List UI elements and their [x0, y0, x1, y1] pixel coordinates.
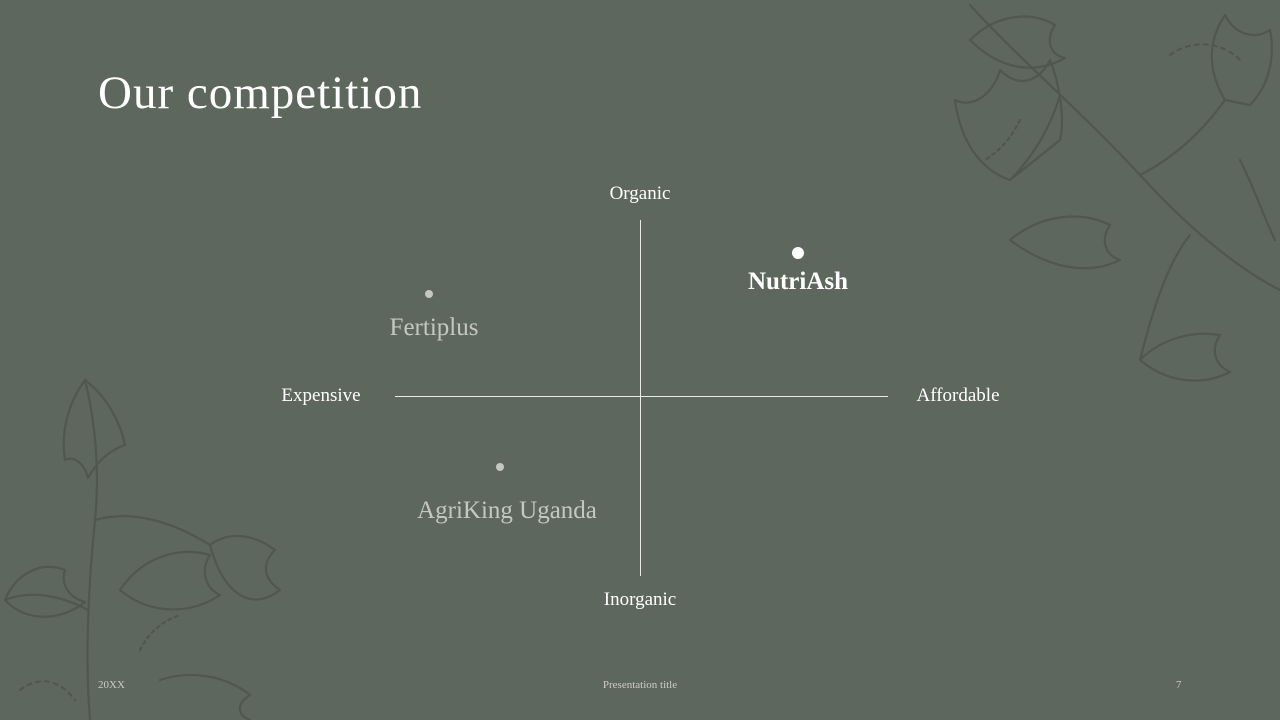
slide-title: Our competition: [98, 67, 423, 119]
competitor-dot-fertiplus: [425, 290, 433, 298]
competitor-label-agriking-uganda: AgriKing Uganda: [417, 497, 597, 524]
horizontal-axis: [395, 396, 888, 397]
axis-label-affordable: Affordable: [916, 385, 1000, 406]
footer-page-number: 7: [1176, 679, 1182, 691]
competitor-dot-agriking-uganda: [496, 463, 504, 471]
ginkgo-leaf-icon: [953, 3, 1280, 382]
competitor-dot-nutriash: [792, 247, 804, 259]
competitor-label-fertiplus: Fertiplus: [389, 314, 479, 341]
footer-date: 20XX: [98, 679, 125, 691]
footer-presentation-title: Presentation title: [602, 679, 678, 691]
axis-label-expensive: Expensive: [281, 385, 361, 406]
competitor-label-nutriash: NutriAsh: [747, 268, 849, 295]
axis-label-organic: Organic: [609, 183, 671, 204]
axis-label-inorganic: Inorganic: [603, 589, 677, 610]
ginkgo-leaf-icon: [3, 378, 282, 720]
vertical-axis: [640, 220, 641, 576]
